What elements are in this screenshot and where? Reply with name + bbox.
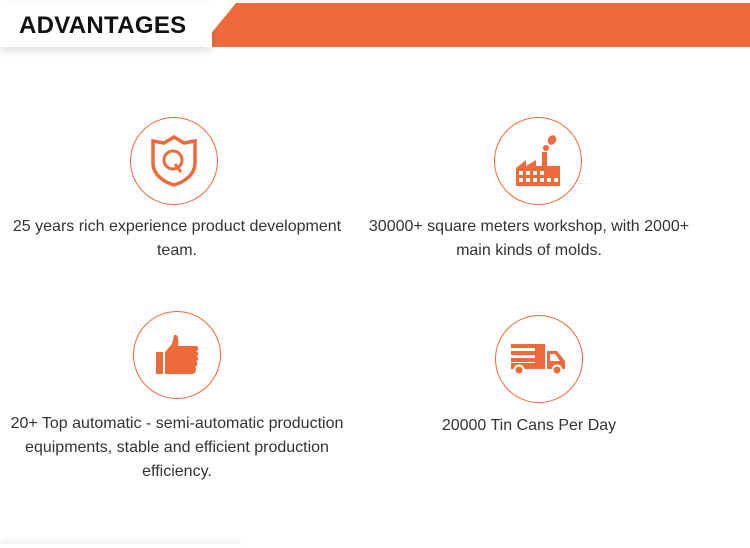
header-banner [200, 3, 750, 47]
truck-icon [511, 344, 565, 375]
advantage-text: 20+ Top automatic - semi-automatic produ… [10, 415, 344, 480]
shield-q-icon [151, 135, 197, 187]
advantage-text: 30000+ square meters workshop, with 2000… [368, 218, 690, 259]
advantage-icon-circle [130, 117, 218, 205]
factory-icon [516, 135, 560, 186]
advantage-icon-circle [494, 117, 582, 205]
page-title: ADVANTAGES [19, 12, 187, 39]
advantage-text: 20000 Tin Cans Per Day [441, 417, 617, 434]
advantage-text: 25 years rich experience product develop… [12, 218, 342, 259]
advantage-icon-circle [133, 311, 221, 399]
advantage-icon-circle [495, 315, 583, 403]
thumbs-up-icon [156, 334, 199, 374]
bottom-shadow [0, 544, 240, 548]
